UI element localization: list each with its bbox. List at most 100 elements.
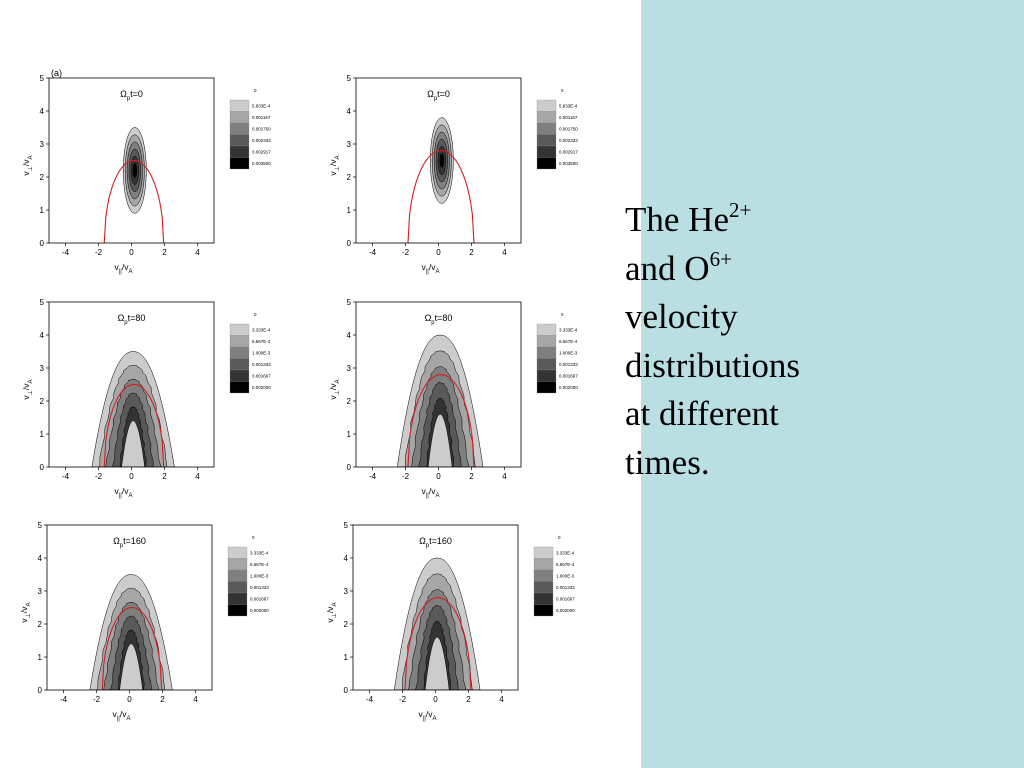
legend-label: 0.003500 — [559, 161, 578, 166]
legend-swatch — [536, 134, 557, 147]
y-tick-label: 4 — [40, 331, 45, 340]
y-tick-label: 0 — [38, 686, 43, 695]
legend-label: 0.001667 — [556, 597, 575, 602]
x-tick-label: 0 — [129, 472, 134, 481]
y-tick-label: 5 — [40, 74, 45, 83]
legend-label: 0 — [252, 535, 255, 540]
legend-label: 0 — [254, 88, 257, 93]
legend-label: 1.000E-3 — [559, 351, 578, 356]
x-axis-label: v||/vA — [421, 486, 439, 499]
y-tick-label: 2 — [40, 397, 45, 406]
contour-legend: 0 3.333E-4 6.667E-4 1.000E-3 0.001333 0.00166… — [533, 535, 575, 617]
y-axis-label-text: v⊥/vA — [328, 155, 341, 175]
y-tick-label: 1 — [38, 653, 43, 662]
plot-title: Ωpt=0 — [120, 89, 143, 102]
legend-swatch — [533, 581, 554, 594]
legend-label: 6.667E-4 — [250, 562, 269, 567]
y-tick-label: 0 — [40, 239, 45, 248]
contour-panel: -4 -2 0 2 4 0 1 2 3 4 5 Ωpt=0 v||/vA v⊥/vA 0 5.833E-4 0.… — [328, 74, 578, 275]
legend-swatch — [229, 111, 250, 124]
caption-line-3: velocity — [625, 297, 738, 336]
legend-label: 0.002333 — [559, 138, 578, 143]
legend-swatch — [536, 323, 557, 336]
x-tick-label: -2 — [95, 248, 103, 257]
legend-label: 0.001667 — [250, 597, 269, 602]
legend-label: 0.002333 — [252, 138, 271, 143]
legend-label: 0.001333 — [250, 585, 269, 590]
y-tick-label: 1 — [347, 430, 352, 439]
y-tick-label: 4 — [38, 554, 43, 563]
plot-title: Ωpt=80 — [118, 313, 146, 326]
y-tick-label: 3 — [40, 364, 45, 373]
contour-plots-figure: -4 -2 0 2 4 0 1 2 3 4 5 Ωpt=0 v||/vA v⊥/vA 0 5.833E-4 0.… — [19, 68, 578, 722]
legend-label: 0.001333 — [556, 585, 575, 590]
resonance-curve — [103, 383, 165, 467]
legend-label: 0.002000 — [252, 385, 271, 390]
y-tick-label: 4 — [344, 554, 349, 563]
y-tick-label: 0 — [347, 463, 352, 472]
caption-o-text: and O — [625, 248, 710, 288]
legend-swatch — [229, 381, 250, 394]
x-tick-label: 4 — [195, 248, 200, 257]
resonance-curve — [407, 150, 475, 243]
legend-swatch — [533, 558, 554, 571]
y-tick-label: 0 — [347, 239, 352, 248]
resonance-curve — [404, 597, 472, 690]
y-tick-label: 5 — [347, 298, 352, 307]
legend-label: 0.001750 — [252, 127, 271, 132]
legend-swatch — [533, 569, 554, 582]
legend-swatch — [536, 157, 557, 170]
slide-caption: The He2+ and O6+ velocity distributions … — [625, 196, 855, 487]
legend-swatch — [536, 358, 557, 371]
plot-title: Ωpt=160 — [419, 536, 452, 549]
x-tick-label: 0 — [436, 248, 441, 257]
y-axis-label-text: v⊥/vA — [325, 602, 338, 622]
caption-line-6: times. — [625, 442, 710, 482]
y-axis-label: v⊥/vA — [325, 602, 338, 622]
legend-label: 0.001667 — [252, 374, 271, 379]
x-axis-label: v||/vA — [418, 709, 436, 722]
legend-swatch — [227, 546, 248, 559]
y-axis-label: v⊥/vA — [328, 155, 341, 175]
y-tick-label: 1 — [40, 206, 45, 215]
contour-legend: 0 5.833E-4 0.001167 0.001750 0.002333 0.00291… — [536, 88, 578, 170]
contour-panel: -4 -2 0 2 4 0 1 2 3 4 5 Ωpt=0 v||/vA v⊥/vA 0 5.833E-4 0.… — [21, 74, 271, 275]
contour-fill-group — [396, 334, 484, 467]
x-tick-label: 2 — [162, 472, 167, 481]
legend-swatch — [229, 369, 250, 382]
contour-level — [439, 153, 444, 168]
legend-label: 1.000E-3 — [252, 351, 271, 356]
caption-he-charge: 2+ — [728, 198, 752, 222]
x-tick-label: 4 — [195, 472, 200, 481]
legend-swatch — [536, 381, 557, 394]
legend-swatch — [536, 122, 557, 135]
y-tick-label: 5 — [347, 74, 352, 83]
x-axis-label: v||/vA — [114, 486, 132, 499]
legend-label: 0.002917 — [559, 150, 578, 155]
contour-fill-group — [407, 117, 475, 243]
legend-label: 0.002000 — [250, 608, 269, 613]
x-tick-label: -2 — [402, 472, 410, 481]
legend-label: 0.001333 — [559, 362, 578, 367]
y-axis-label: v⊥/vA — [21, 155, 34, 175]
x-tick-label: 2 — [160, 695, 165, 704]
legend-label: 0.001167 — [559, 115, 578, 120]
x-tick-label: 4 — [193, 695, 198, 704]
y-tick-label: 4 — [40, 107, 45, 116]
y-tick-label: 2 — [38, 620, 43, 629]
x-tick-label: -2 — [93, 695, 101, 704]
legend-swatch — [536, 346, 557, 359]
legend-swatch — [536, 335, 557, 348]
contour-panel: -4 -2 0 2 4 0 1 2 3 4 5 Ωpt=80 v||/vA v⊥/vA 0 3.333E-4 6… — [328, 298, 578, 499]
y-tick-label: 3 — [38, 587, 43, 596]
x-tick-label: -2 — [399, 695, 407, 704]
legend-swatch — [536, 145, 557, 158]
legend-swatch — [536, 99, 557, 112]
contour-legend: 0 3.333E-4 6.667E-4 1.000E-3 0.001333 0.00166… — [229, 312, 271, 394]
legend-label: 6.667E-4 — [252, 339, 271, 344]
y-axis-label-text: v⊥/vA — [19, 602, 32, 622]
legend-label: 0.001750 — [559, 127, 578, 132]
legend-label: 5.833E-4 — [252, 104, 271, 109]
legend-label: 3.333E-4 — [250, 551, 269, 556]
